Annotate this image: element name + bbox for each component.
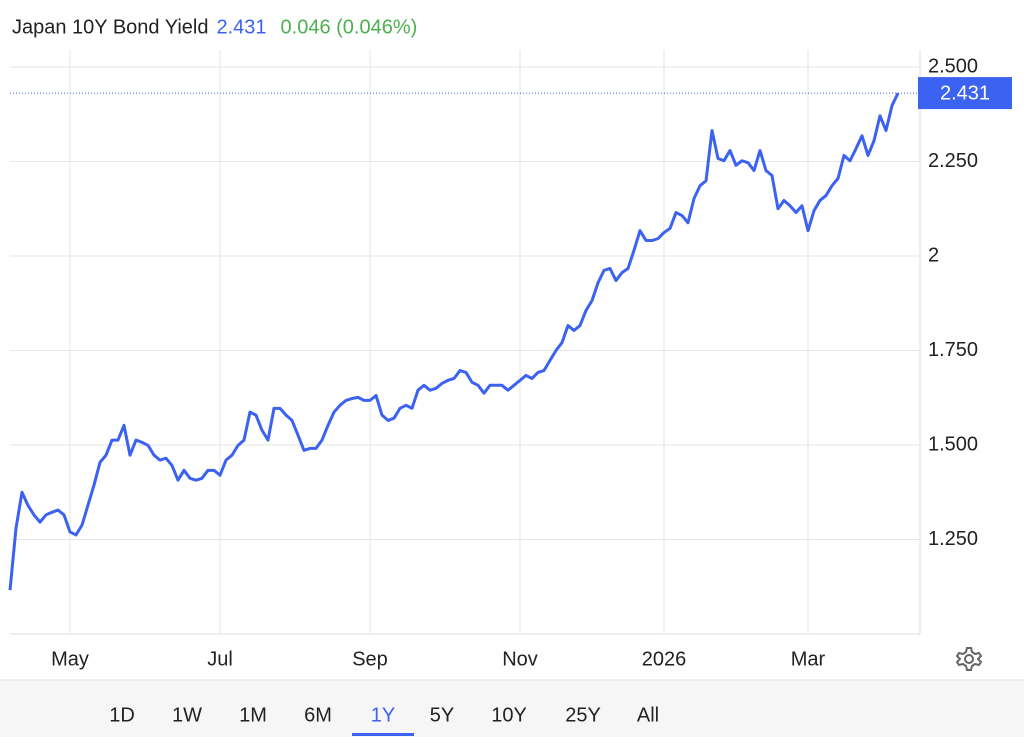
- price-box: [918, 77, 1012, 110]
- range-bar: [0, 680, 1024, 737]
- x-tick-label: Jul: [207, 648, 233, 670]
- range-button[interactable]: 1M: [239, 704, 267, 726]
- x-tick-label: 2026: [642, 648, 687, 670]
- x-tick-label: Nov: [502, 648, 538, 670]
- x-tick-label: Mar: [791, 648, 826, 670]
- x-tick-label: May: [51, 648, 89, 670]
- range-button[interactable]: 5Y: [430, 704, 454, 726]
- y-tick-label: 1.750: [928, 339, 978, 361]
- header-change: 0.046 (0.046%): [281, 16, 418, 38]
- settings-icon[interactable]: [955, 647, 983, 671]
- price-label: 2.431: [940, 82, 990, 104]
- line-series: [8, 92, 900, 591]
- x-tick-label: Sep: [352, 648, 388, 670]
- range-button[interactable]: 1Y: [371, 704, 395, 726]
- y-tick-label: 1.500: [928, 433, 978, 455]
- y-tick-label: 1.250: [928, 528, 978, 550]
- range-button[interactable]: All: [637, 704, 659, 726]
- range-button[interactable]: 1W: [172, 704, 202, 726]
- range-button[interactable]: 10Y: [491, 704, 527, 726]
- range-button[interactable]: 6M: [304, 704, 332, 726]
- chart-title: Japan 10Y Bond Yield: [12, 16, 208, 38]
- y-tick-label: 2.250: [928, 150, 978, 172]
- range-button[interactable]: 25Y: [565, 704, 601, 726]
- y-tick-label: 2.500: [928, 55, 978, 77]
- range-button[interactable]: 1D: [109, 704, 135, 726]
- y-tick-label: 2: [928, 244, 939, 266]
- header-price: 2.431: [216, 16, 266, 38]
- range-selected-underline: [352, 733, 414, 736]
